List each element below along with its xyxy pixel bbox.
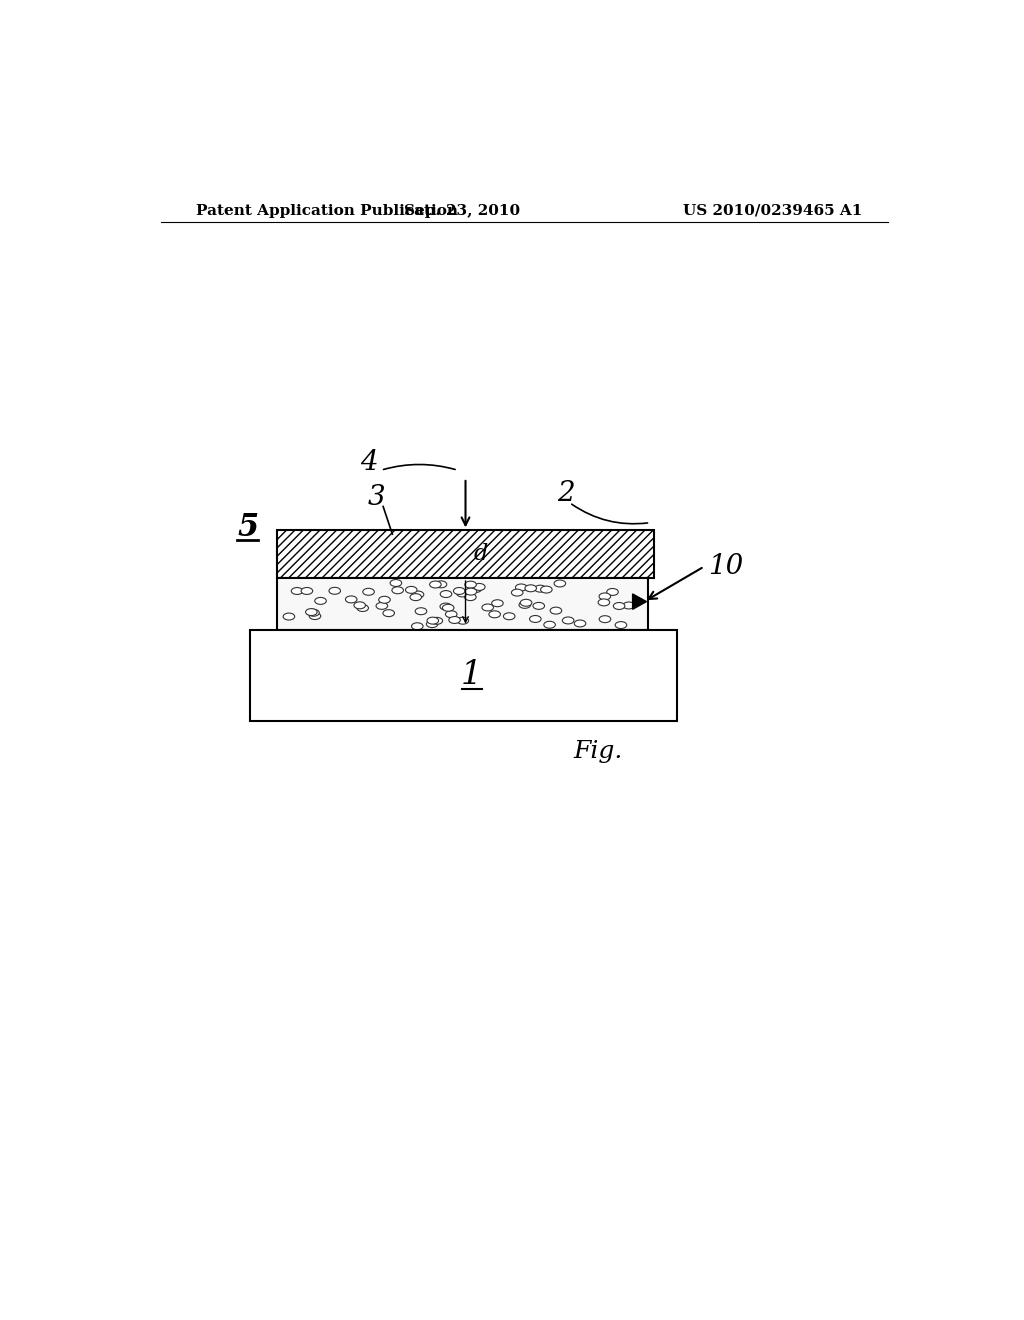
Ellipse shape — [511, 589, 523, 597]
Text: Patent Application Publication: Patent Application Publication — [196, 203, 458, 218]
Ellipse shape — [574, 620, 586, 627]
Ellipse shape — [427, 618, 438, 624]
Ellipse shape — [415, 607, 427, 615]
Bar — [276, 578, 648, 631]
Ellipse shape — [544, 622, 555, 628]
Ellipse shape — [442, 605, 454, 611]
Ellipse shape — [504, 612, 515, 619]
Ellipse shape — [465, 589, 477, 595]
Text: Sep. 23, 2010: Sep. 23, 2010 — [403, 203, 520, 218]
Ellipse shape — [488, 611, 501, 618]
Ellipse shape — [430, 581, 441, 587]
Ellipse shape — [440, 603, 452, 610]
Bar — [250, 631, 677, 721]
Text: 4: 4 — [360, 449, 378, 477]
Ellipse shape — [412, 623, 423, 630]
Ellipse shape — [465, 594, 476, 601]
Ellipse shape — [314, 598, 327, 605]
Ellipse shape — [440, 590, 452, 598]
Ellipse shape — [410, 594, 422, 601]
Text: d: d — [474, 544, 488, 565]
Ellipse shape — [392, 587, 403, 594]
Text: 10: 10 — [708, 553, 743, 579]
Text: 3: 3 — [369, 483, 386, 511]
Ellipse shape — [431, 618, 442, 624]
Ellipse shape — [301, 587, 312, 594]
Ellipse shape — [376, 602, 388, 610]
Ellipse shape — [291, 587, 303, 594]
Ellipse shape — [345, 595, 357, 603]
Ellipse shape — [470, 586, 481, 593]
Ellipse shape — [454, 587, 465, 594]
Text: 1: 1 — [461, 660, 482, 692]
Ellipse shape — [406, 586, 417, 594]
Ellipse shape — [515, 583, 527, 591]
Ellipse shape — [541, 586, 552, 593]
Ellipse shape — [520, 599, 531, 606]
Ellipse shape — [473, 583, 485, 590]
Ellipse shape — [390, 579, 401, 586]
Ellipse shape — [623, 602, 635, 609]
Ellipse shape — [445, 611, 457, 618]
Ellipse shape — [529, 615, 541, 623]
Ellipse shape — [379, 597, 390, 603]
Ellipse shape — [598, 599, 609, 606]
Ellipse shape — [492, 599, 503, 607]
Text: US 2010/0239465 A1: US 2010/0239465 A1 — [683, 203, 862, 218]
Ellipse shape — [383, 610, 394, 616]
Ellipse shape — [307, 610, 319, 616]
Ellipse shape — [482, 605, 494, 611]
Ellipse shape — [599, 593, 610, 599]
Ellipse shape — [562, 616, 573, 624]
Ellipse shape — [519, 602, 530, 609]
Ellipse shape — [615, 622, 627, 628]
Ellipse shape — [607, 589, 618, 595]
Text: 5: 5 — [237, 512, 258, 544]
Ellipse shape — [449, 616, 461, 623]
Ellipse shape — [550, 607, 562, 614]
Text: 2: 2 — [557, 480, 574, 507]
Ellipse shape — [457, 590, 468, 597]
Ellipse shape — [283, 612, 295, 620]
Ellipse shape — [354, 602, 366, 609]
Ellipse shape — [457, 618, 469, 624]
Text: Fig.: Fig. — [573, 739, 623, 763]
Ellipse shape — [305, 609, 317, 615]
Ellipse shape — [554, 579, 565, 587]
Ellipse shape — [465, 581, 476, 589]
Ellipse shape — [599, 615, 610, 623]
Ellipse shape — [535, 585, 546, 593]
Ellipse shape — [413, 591, 424, 598]
Ellipse shape — [309, 612, 321, 619]
Ellipse shape — [329, 587, 341, 594]
Ellipse shape — [613, 602, 625, 610]
Ellipse shape — [426, 620, 438, 627]
Ellipse shape — [357, 605, 369, 611]
Ellipse shape — [532, 602, 545, 610]
Ellipse shape — [362, 589, 375, 595]
Polygon shape — [633, 594, 646, 610]
Ellipse shape — [435, 581, 446, 587]
Ellipse shape — [525, 585, 537, 591]
Bar — [276, 531, 654, 578]
